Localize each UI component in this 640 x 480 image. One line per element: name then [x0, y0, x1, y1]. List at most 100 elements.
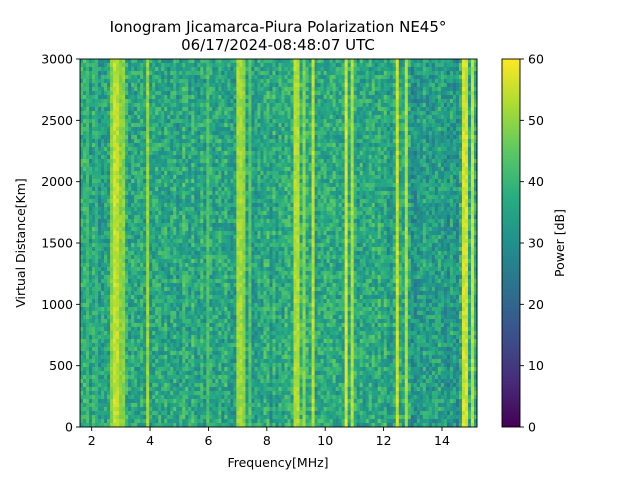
heatmap-cell [239, 135, 243, 140]
heatmap-cell [170, 163, 174, 168]
heatmap-cell [221, 179, 225, 184]
heatmap-cell [233, 131, 237, 136]
heatmap-cell [224, 335, 228, 340]
heatmap-cell [218, 411, 222, 416]
heatmap-cell [128, 383, 132, 388]
heatmap-cell [239, 103, 243, 108]
heatmap-cell [98, 75, 102, 80]
heatmap-cell [179, 343, 183, 348]
heatmap-cell [191, 231, 195, 236]
heatmap-cell [206, 119, 210, 124]
heatmap-cell [149, 155, 153, 160]
heatmap-cell [122, 159, 126, 164]
heatmap-cell [155, 315, 159, 320]
heatmap-cell [224, 87, 228, 92]
heatmap-cell [215, 215, 219, 220]
heatmap-cell [110, 59, 114, 64]
heatmap-cell [143, 195, 147, 200]
heatmap-cell [125, 319, 129, 324]
heatmap-cell [134, 371, 138, 376]
heatmap-cell [98, 155, 102, 160]
heatmap-cell [155, 411, 159, 416]
heatmap-cell [221, 295, 225, 300]
heatmap-cell [113, 103, 117, 108]
heatmap-cell [191, 283, 195, 288]
heatmap-cell [107, 155, 111, 160]
heatmap-cell [239, 139, 243, 144]
heatmap-cell [122, 183, 126, 188]
heatmap-cell [194, 123, 198, 128]
heatmap-cell [164, 243, 168, 248]
heatmap-cell [110, 375, 114, 380]
heatmap-cell [137, 347, 141, 352]
heatmap-cell [80, 103, 84, 108]
heatmap-cell [152, 175, 156, 180]
heatmap-cell [104, 191, 108, 196]
heatmap-cell [182, 63, 186, 68]
heatmap-cell [128, 59, 132, 64]
heatmap-cell [116, 119, 120, 124]
heatmap-cell [194, 175, 198, 180]
heatmap-cell [188, 251, 192, 256]
heatmap-cell [224, 187, 228, 192]
heatmap-cell [152, 247, 156, 252]
heatmap-cell [119, 275, 123, 280]
heatmap-cell [143, 303, 147, 308]
heatmap-cell [149, 59, 153, 64]
heatmap-cell [155, 307, 159, 312]
heatmap-cell [86, 375, 90, 380]
heatmap-cell [215, 355, 219, 360]
heatmap-cell [92, 203, 96, 208]
heatmap-cell [197, 371, 201, 376]
heatmap-cell [218, 243, 222, 248]
heatmap-cell [188, 59, 192, 64]
heatmap-cell [110, 63, 114, 68]
heatmap-cell [113, 415, 117, 420]
heatmap-cell [224, 307, 228, 312]
heatmap-cell [200, 83, 204, 88]
heatmap-cell [95, 379, 99, 384]
heatmap-cell [230, 99, 234, 104]
heatmap-cell [155, 199, 159, 204]
heatmap-cell [155, 163, 159, 168]
heatmap-cell [218, 407, 222, 412]
heatmap-cell [233, 247, 237, 252]
heatmap-cell [242, 159, 246, 164]
heatmap-cell [200, 339, 204, 344]
heatmap-cell [164, 259, 168, 264]
heatmap-cell [137, 255, 141, 260]
heatmap-cell [197, 419, 201, 424]
heatmap-cell [143, 115, 147, 120]
heatmap-cell [194, 83, 198, 88]
heatmap-cell [239, 331, 243, 336]
heatmap-cell [236, 347, 240, 352]
heatmap-cell [92, 83, 96, 88]
heatmap-cell [191, 103, 195, 108]
heatmap-cell [152, 95, 156, 100]
heatmap-cell [224, 391, 228, 396]
heatmap-cell [218, 207, 222, 212]
heatmap-cell [128, 279, 132, 284]
heatmap-cell [86, 91, 90, 96]
heatmap-cell [188, 143, 192, 148]
heatmap-cell [170, 387, 174, 392]
heatmap-cell [215, 351, 219, 356]
heatmap-cell [104, 367, 108, 372]
heatmap-cell [239, 119, 243, 124]
heatmap-cell [191, 235, 195, 240]
heatmap-cell [128, 247, 132, 252]
heatmap-cell [161, 259, 165, 264]
heatmap-cell [104, 143, 108, 148]
heatmap-cell [86, 223, 90, 228]
heatmap-cell [188, 203, 192, 208]
heatmap-cell [224, 115, 228, 120]
heatmap-cell [125, 83, 129, 88]
heatmap-cell [83, 379, 87, 384]
heatmap-cell [233, 375, 237, 380]
heatmap-cell [155, 339, 159, 344]
heatmap-cell [146, 163, 150, 168]
heatmap-cell [170, 303, 174, 308]
heatmap-cell [116, 175, 120, 180]
heatmap-cell [146, 115, 150, 120]
heatmap-cell [80, 247, 84, 252]
